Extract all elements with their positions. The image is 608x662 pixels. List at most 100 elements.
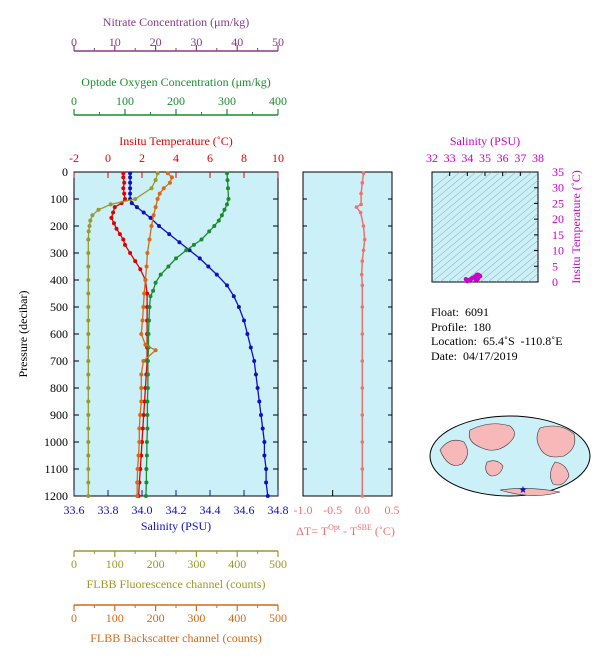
fluorescence-point	[88, 218, 93, 223]
delta-point	[360, 305, 365, 309]
salinity-tick-label: 33.8	[98, 503, 119, 517]
oxygen-axis-tick-label: 0	[71, 94, 77, 108]
ts-temperature-tick-label: 25	[552, 196, 564, 210]
density-contour	[487, 240, 538, 282]
salinity-axis-label: Salinity (PSU)	[141, 519, 211, 533]
nitrate-axis-tick-label: 30	[190, 35, 202, 49]
salinity-point	[236, 305, 241, 309]
pressure-tick-label: 1000	[44, 435, 68, 449]
salinity-point	[148, 215, 153, 220]
density-contour	[432, 172, 477, 209]
salinity-point	[177, 240, 182, 245]
salinity-point	[128, 186, 133, 191]
salinity-tick-label: 34.8	[268, 503, 289, 517]
backscatter-point	[137, 426, 142, 431]
delta-point	[360, 413, 365, 417]
backscatter-point	[141, 305, 146, 309]
oxygen-point	[216, 218, 221, 223]
salinity-point	[128, 175, 133, 180]
delta-point	[360, 359, 365, 363]
oxygen-axis: 0 100 200 300 400 Optode Oxygen Concentration…	[71, 75, 287, 116]
backscatter-point	[135, 494, 140, 498]
salinity-point	[157, 224, 161, 228]
delta-point	[361, 224, 366, 228]
salinity-point	[134, 205, 139, 210]
fluorescence-point	[86, 237, 91, 242]
fluorescence-point	[86, 494, 91, 498]
oxygen-point	[145, 386, 150, 390]
temperature-point	[112, 221, 116, 226]
fluorescence-point	[86, 386, 91, 390]
backscatter-point	[147, 237, 152, 242]
oxygen-point	[207, 229, 212, 234]
salinity-point	[264, 467, 269, 471]
pressure-tick-label: 700	[50, 354, 68, 368]
nitrate-axis-tick-label: 0	[71, 35, 77, 49]
delta-point	[360, 283, 365, 288]
pressure-tick-label: 800	[50, 381, 68, 395]
delta-point	[359, 272, 364, 277]
ts-temperature-tick-label: 5	[552, 259, 558, 273]
oxygen-point	[144, 440, 149, 444]
salinity-tick-label: 34.2	[166, 503, 187, 517]
oxygen-point	[145, 413, 150, 417]
density-contour	[511, 260, 538, 282]
location-label: Location: 65.4˚S -110.8˚E	[431, 334, 563, 348]
backscatter-axis-tick-label: 100	[106, 611, 124, 625]
backscatter-point	[142, 291, 147, 296]
density-contour	[439, 200, 538, 282]
salinity-point	[167, 232, 172, 237]
backscatter-axis-tick-label: 500	[269, 611, 287, 625]
density-contour	[495, 246, 538, 282]
oxygen-axis-tick-label: 200	[167, 94, 185, 108]
temperature-point	[121, 171, 126, 176]
temperature-point	[121, 237, 126, 242]
oxygen-point	[225, 202, 229, 207]
salinity-point	[197, 256, 202, 261]
oxygen-series-line	[145, 173, 230, 497]
float-id-label: Float: 6091	[431, 305, 490, 319]
map-landmass	[468, 423, 515, 451]
delta-point	[360, 467, 365, 471]
backscatter-point	[153, 205, 158, 210]
oxygen-point	[219, 213, 224, 218]
fluorescence-point	[86, 332, 91, 336]
fluorescence-point	[133, 197, 138, 201]
pressure-tick-label: 500	[50, 300, 68, 314]
delta-tick-label: 0.0	[355, 503, 370, 517]
density-contour	[519, 266, 538, 282]
salinity-point	[128, 171, 133, 176]
ts-temperature-tick-label: 20	[552, 212, 564, 226]
fluorescence-point	[86, 413, 91, 417]
fluorescence-point	[90, 213, 95, 218]
backscatter-point	[140, 318, 145, 323]
density-contour	[432, 172, 461, 196]
density-contour	[432, 172, 517, 243]
fluorescence-axis-tick-label: 200	[147, 557, 165, 571]
ts-temperature-tick-label: 0	[552, 275, 558, 289]
delta-plot-area	[302, 171, 393, 497]
fluorescence-point	[87, 224, 92, 228]
fluorescence-axis-label: FLBB Fluorescence channel (counts)	[87, 577, 266, 591]
salinity-tick-label: 34.0	[132, 503, 153, 517]
temperature-point	[123, 197, 127, 201]
backscatter-point	[139, 386, 144, 390]
delta-axis-label: ΔT= TOpt - TSBE (˚C)	[296, 523, 395, 538]
delta-point	[360, 386, 365, 390]
fluorescence-point	[86, 399, 91, 404]
backscatter-point	[135, 467, 140, 471]
backscatter-point	[143, 342, 148, 347]
nitrate-axis-tick-label: 10	[109, 35, 121, 49]
oxygen-point	[151, 288, 156, 293]
pressure-tick-label: 400	[50, 273, 68, 287]
ts-point	[474, 277, 479, 282]
fluorescence-point	[86, 426, 91, 431]
salinity-point	[255, 386, 260, 390]
pressure-axis-label: Pressure (decibar)	[16, 291, 30, 378]
backscatter-axis-tick-label: 0	[71, 611, 77, 625]
density-contour	[455, 213, 538, 282]
fluorescence-axis-tick-label: 500	[269, 557, 287, 571]
ts-temperature-tick-label: 10	[552, 244, 564, 258]
backscatter-axis: 0 100 200 300 400 500 FLBB Backscatter channel…	[71, 604, 287, 645]
salinity-point	[128, 191, 133, 196]
